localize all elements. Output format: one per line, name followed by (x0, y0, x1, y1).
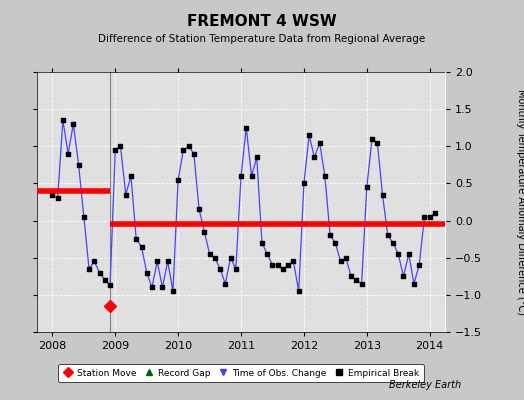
Legend: Station Move, Record Gap, Time of Obs. Change, Empirical Break: Station Move, Record Gap, Time of Obs. C… (58, 364, 424, 382)
Point (389, 240, 397, 246)
Point (232, 266, 240, 272)
Point (221, 280, 230, 287)
Point (85, 266, 93, 272)
Point (226, 254, 235, 261)
Point (132, 236, 140, 242)
Point (415, 262, 423, 268)
Point (368, 136, 376, 142)
Point (48, 191, 57, 198)
Point (305, 132, 313, 138)
Point (216, 266, 224, 272)
Point (59, 117, 67, 124)
Point (399, 273, 408, 280)
Point (205, 251, 214, 257)
Point (143, 269, 151, 276)
Point (80, 214, 88, 220)
Point (321, 173, 329, 179)
Point (101, 277, 109, 283)
Point (237, 173, 245, 179)
Text: Difference of Station Temperature Data from Regional Average: Difference of Station Temperature Data f… (99, 34, 425, 44)
Point (242, 124, 250, 131)
Point (122, 191, 130, 198)
Point (289, 258, 298, 265)
Point (153, 258, 161, 265)
Point (184, 143, 193, 150)
Point (378, 191, 387, 198)
Point (111, 147, 119, 153)
Point (148, 284, 156, 291)
Point (90, 258, 99, 265)
Point (179, 147, 188, 153)
Point (169, 288, 177, 294)
Point (384, 232, 392, 239)
Point (190, 150, 198, 157)
Point (53, 195, 62, 202)
Point (284, 262, 292, 268)
Point (352, 277, 361, 283)
Point (342, 254, 350, 261)
Point (195, 206, 203, 213)
Point (127, 173, 135, 179)
Point (116, 143, 125, 150)
Point (69, 121, 78, 127)
Point (310, 154, 319, 161)
Point (268, 262, 277, 268)
Point (410, 280, 418, 287)
Point (95, 269, 104, 276)
Point (263, 251, 271, 257)
Point (347, 273, 355, 280)
Point (315, 139, 324, 146)
Point (174, 176, 182, 183)
Point (274, 262, 282, 268)
Point (394, 251, 402, 257)
Point (64, 150, 72, 157)
Point (200, 228, 209, 235)
Point (294, 288, 303, 294)
Point (363, 184, 371, 190)
Point (373, 139, 381, 146)
Point (106, 282, 114, 288)
Point (336, 258, 345, 265)
Text: Berkeley Earth: Berkeley Earth (389, 380, 461, 390)
Point (331, 240, 340, 246)
Point (357, 280, 366, 287)
Point (74, 162, 83, 168)
Text: FREMONT 4 WSW: FREMONT 4 WSW (187, 14, 337, 29)
Point (300, 180, 308, 187)
Point (247, 173, 256, 179)
Point (258, 240, 266, 246)
Point (431, 210, 439, 216)
Point (163, 258, 172, 265)
Point (211, 254, 219, 261)
Text: Monthly Temperature Anomaly Difference (°C): Monthly Temperature Anomaly Difference (… (516, 89, 524, 315)
Point (326, 232, 334, 239)
Point (158, 284, 167, 291)
Point (420, 214, 429, 220)
Point (279, 266, 287, 272)
Point (137, 243, 146, 250)
Point (253, 154, 261, 161)
Point (405, 251, 413, 257)
Point (425, 214, 434, 220)
